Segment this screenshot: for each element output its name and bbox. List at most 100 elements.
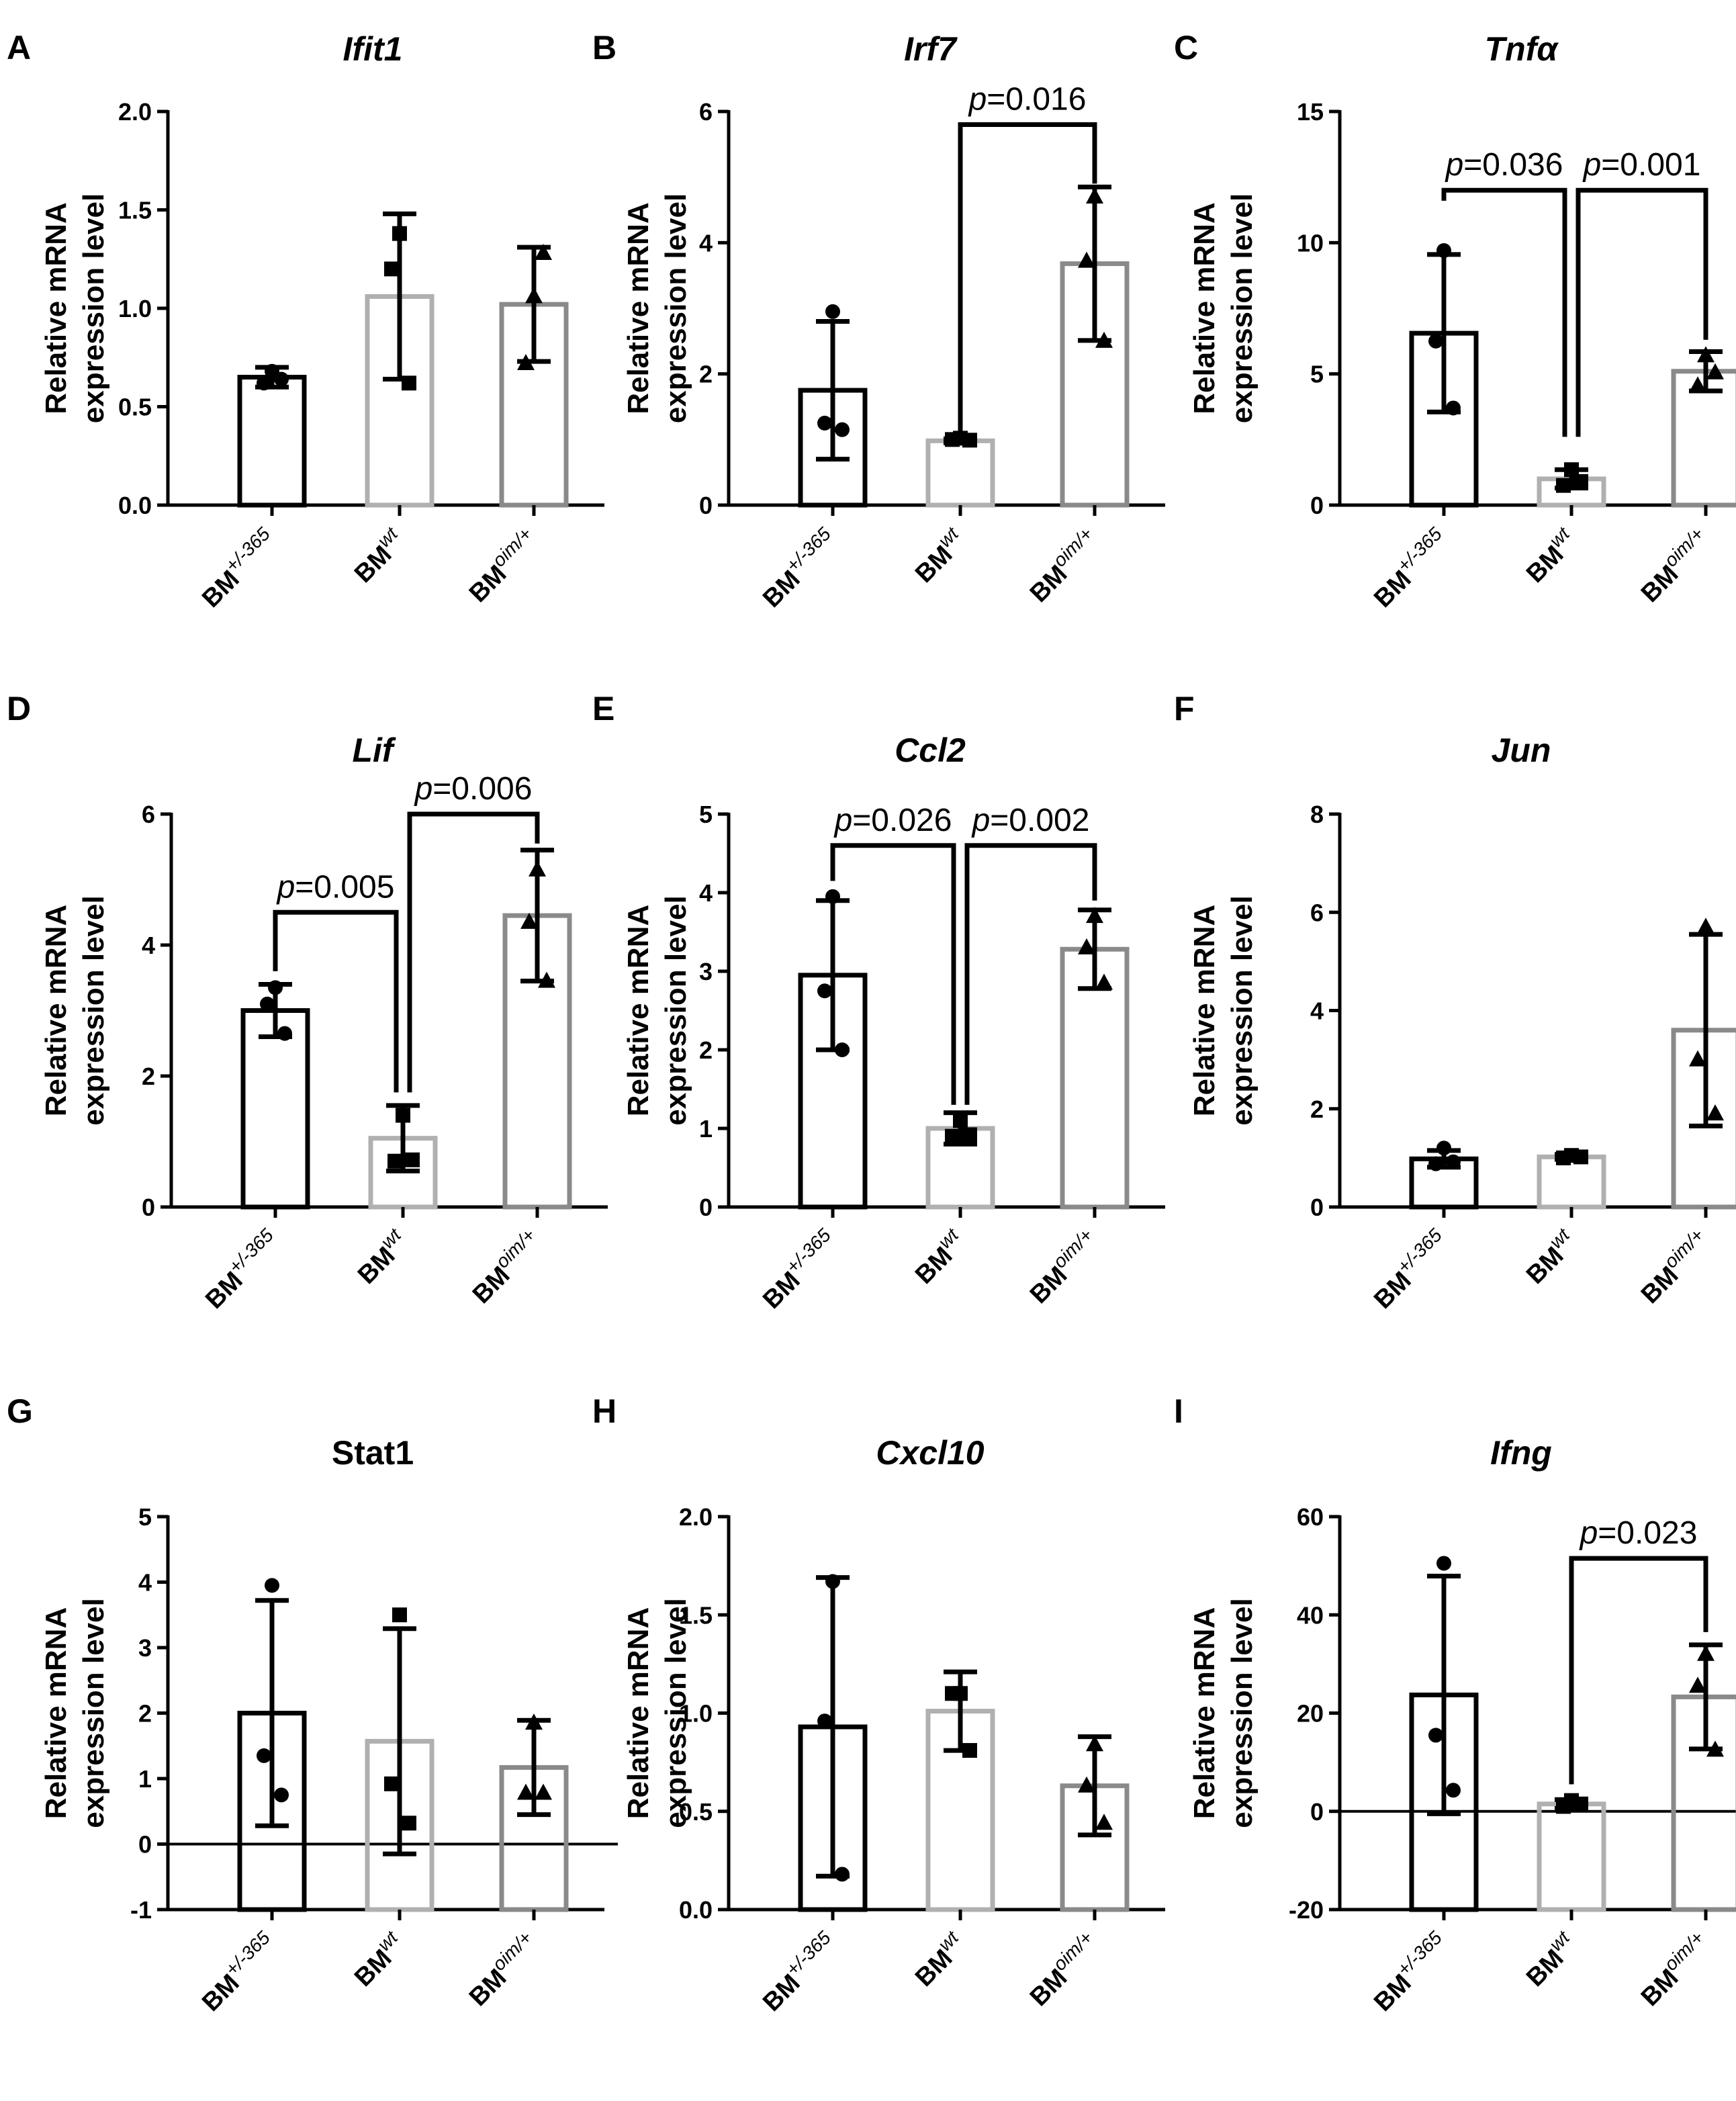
data-point <box>1573 1149 1588 1165</box>
data-point <box>1697 1644 1715 1661</box>
bar-group-0 <box>798 889 868 1210</box>
bar-group-2 <box>1671 918 1736 1210</box>
panel-h: H Cxcl10 Relative mRNA expression level 0.0 0… <box>592 1392 1165 2017</box>
data-point <box>1556 478 1571 493</box>
y-tick-label: 0 <box>1310 1798 1324 1826</box>
bar-group-2 <box>1060 184 1130 508</box>
panel-title: Ccl2 <box>895 731 966 769</box>
significance-bracket: p=0.016 <box>958 82 1097 437</box>
y-axis-label: Relative mRNA expression level <box>622 895 692 1125</box>
bar-group-0 <box>798 1574 868 1912</box>
y-tick-label: 0.0 <box>118 492 152 519</box>
significance-bracket: p=0.023 <box>1569 1515 1708 1785</box>
x-tick-label: BMoim/+ <box>1021 1224 1105 1309</box>
p-value-label: p=0.026 <box>833 803 952 838</box>
data-point <box>268 980 283 995</box>
panel-letter: H <box>592 1392 616 1430</box>
y-tick-label: 1 <box>699 1115 713 1143</box>
panel-title: Jun <box>1492 731 1551 769</box>
x-tick-label: BM+/-365 <box>1365 1224 1455 1314</box>
bar-group-0 <box>240 980 310 1210</box>
data-point <box>265 1578 279 1593</box>
data-point <box>1689 1050 1706 1067</box>
p-value: =0.023 <box>1598 1515 1697 1551</box>
x-tick-label-sup: +/-365 <box>1393 1927 1446 1980</box>
data-point <box>405 1152 420 1167</box>
x-tick-label: BMoim/+ <box>1021 523 1105 608</box>
data-point <box>538 971 555 988</box>
y-axis-label: Relative mRNA expression level <box>622 1598 692 1828</box>
panel-title: Cxcl10 <box>876 1434 984 1472</box>
y-tick-label: 2 <box>699 361 713 388</box>
data-point <box>835 1042 850 1057</box>
y-tick-label: 2.0 <box>679 1503 713 1531</box>
data-point <box>962 1127 977 1143</box>
y-tick-label: 5 <box>699 801 713 828</box>
bar <box>240 1008 310 1210</box>
p-value-label: p=0.016 <box>968 82 1087 118</box>
data-point <box>953 1113 968 1128</box>
panel-title: Lif <box>352 731 396 769</box>
data-point <box>1078 1776 1095 1793</box>
data-point <box>1706 1104 1724 1121</box>
panel-f: F Jun Relative mRNA expression level 0 2 4 6 8 BM… <box>1174 690 1736 1314</box>
bar-group-1 <box>368 1103 438 1210</box>
y-tick-label: 4 <box>699 229 713 257</box>
bar <box>237 375 307 508</box>
x-tick-label: BMoim/+ <box>1632 1927 1717 2012</box>
data-point <box>1573 1796 1588 1812</box>
data-point <box>384 1776 399 1791</box>
data-point <box>825 304 840 319</box>
data-point <box>1689 376 1706 393</box>
x-tick-label-sup: oim/+ <box>1049 523 1097 571</box>
data-point <box>835 1867 850 1882</box>
x-tick-label: BM+/-365 <box>754 1927 844 2017</box>
bar-group-1 <box>1537 462 1606 508</box>
y-tick-label: 6 <box>1310 899 1324 926</box>
y-axis-label-line: Relative mRNA <box>1188 1607 1221 1819</box>
p-value: =0.001 <box>1601 147 1700 183</box>
bar <box>1537 1154 1606 1210</box>
data-point <box>1689 1677 1706 1693</box>
y-tick-label: 0 <box>138 1831 152 1859</box>
p-value-label: p=0.002 <box>971 803 1090 838</box>
significance-bracket: p=0.005 <box>273 869 399 1093</box>
y-axis-label-line: expression level <box>77 1598 110 1828</box>
data-point <box>945 1686 960 1701</box>
y-tick-label: 15 <box>1297 98 1324 126</box>
p-value-label: p=0.036 <box>1445 147 1563 183</box>
bar-group-1 <box>1537 1148 1606 1210</box>
data-point <box>392 226 407 241</box>
x-tick-label: BM+/-365 <box>193 1927 283 2017</box>
x-tick-label: BMwt <box>906 523 972 588</box>
panel-letter: I <box>1174 1392 1183 1430</box>
bar-group-2 <box>499 243 569 508</box>
significance-bracket: p=0.006 <box>407 771 540 1093</box>
x-tick-label: BMoim/+ <box>460 523 545 608</box>
data-point <box>1428 333 1443 349</box>
panel-e: E Ccl2 Relative mRNA expression level 0 1 2 3 4 5… <box>592 690 1165 1314</box>
data-point <box>520 912 538 929</box>
data-point <box>396 1108 410 1123</box>
panel-letter: G <box>7 1392 33 1430</box>
data-point <box>1446 1154 1461 1169</box>
y-tick-label: 0.5 <box>679 1798 713 1826</box>
y-tick-label: 2 <box>1310 1096 1324 1123</box>
data-point <box>257 375 271 391</box>
p-value-label: p=0.023 <box>1579 1515 1698 1551</box>
y-tick-label: 0.0 <box>679 1896 713 1924</box>
x-tick-label-sup: oim/+ <box>488 1927 536 1975</box>
x-tick-label-sup: oim/+ <box>492 1224 539 1272</box>
panel-title: Ifit1 <box>343 30 403 68</box>
x-tick-label: BMwt <box>1517 523 1583 588</box>
p-value: =0.005 <box>295 869 394 905</box>
data-point <box>529 860 546 877</box>
data-point <box>817 983 832 999</box>
bar-group-0 <box>237 1578 307 1912</box>
bar-group-1 <box>365 211 435 508</box>
data-point <box>274 1787 289 1803</box>
y-axis-label: Relative mRNA expression level <box>40 895 110 1125</box>
bar-group-2 <box>1060 1734 1130 1912</box>
panel-letter: E <box>592 690 614 727</box>
y-axis-label: Relative mRNA expression level <box>40 193 110 423</box>
